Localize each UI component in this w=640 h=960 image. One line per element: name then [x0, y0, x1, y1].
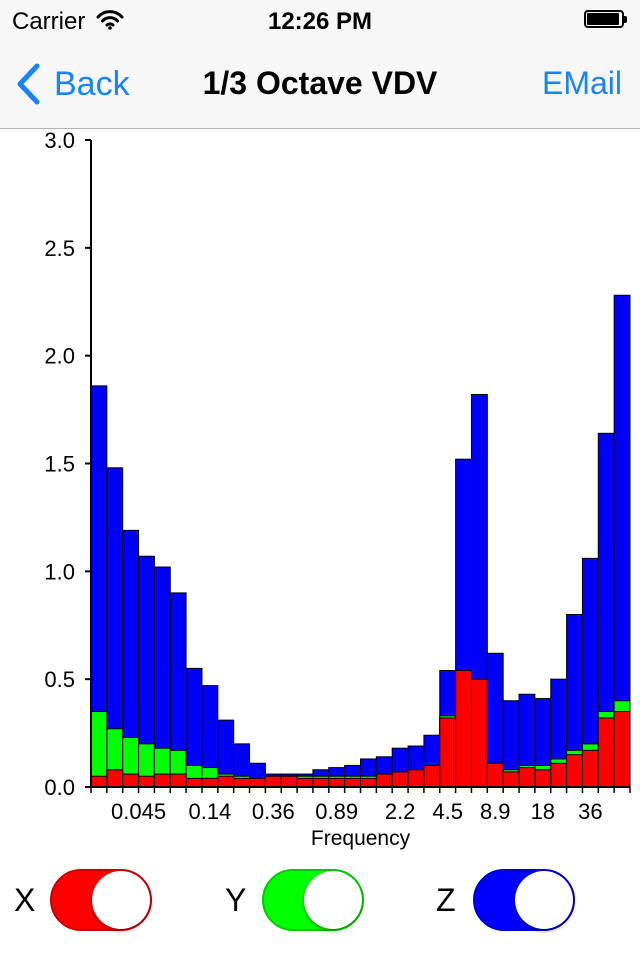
y-tick-label: 3.0 — [44, 128, 75, 153]
bar-x — [153, 773, 171, 788]
toggle-z-label: Z — [436, 882, 456, 918]
x-tick-label: 8.9 — [480, 799, 511, 824]
back-label: Back — [54, 64, 130, 103]
bar-x — [407, 769, 425, 788]
carrier-label: Carrier — [12, 8, 86, 35]
x-tick-label: 18 — [531, 799, 555, 824]
bar-x — [90, 775, 108, 788]
y-tick-label: 2.0 — [44, 344, 75, 369]
x-tick-label: 4.5 — [432, 799, 463, 824]
x-axis-title: Frequency — [311, 827, 411, 850]
bar-x — [597, 717, 615, 788]
bar-x — [581, 749, 599, 788]
y-tick-label: 0.5 — [44, 667, 75, 692]
bar-x — [502, 771, 520, 788]
bar-y — [90, 711, 108, 788]
bar-x — [249, 777, 266, 788]
toggle-x-label: X — [14, 882, 36, 918]
bar-x — [439, 717, 457, 788]
x-tick-label: 0.045 — [111, 799, 166, 824]
bar-x — [375, 773, 393, 788]
bar-x — [312, 777, 330, 788]
bar-x — [264, 775, 282, 788]
navigation-bar: Back 1/3 Octave VDV EMail — [0, 40, 640, 129]
bar-x — [360, 777, 377, 788]
bar-x — [280, 775, 298, 788]
bar-x — [566, 754, 583, 788]
bar-x — [122, 773, 140, 788]
bar-x — [328, 777, 346, 788]
x-tick-label: 2.2 — [385, 799, 416, 824]
x-tick-label: 0.36 — [252, 799, 295, 824]
back-button[interactable]: Back — [16, 62, 130, 106]
wifi-icon — [96, 10, 124, 35]
toggle-z-switch[interactable] — [473, 869, 575, 931]
bar-x — [455, 670, 472, 788]
x-tick-label: 0.14 — [188, 799, 231, 824]
y-tick-label: 0.0 — [44, 775, 75, 800]
bar-x — [296, 777, 314, 788]
bar-x — [486, 762, 504, 788]
status-bar: Carrier 12:26 PM — [0, 0, 640, 40]
bar-x — [391, 771, 409, 788]
y-tick-label: 2.5 — [44, 236, 75, 261]
bar-x — [185, 777, 203, 788]
y-tick-label: 1.0 — [44, 559, 75, 584]
toggle-y-switch[interactable] — [262, 869, 364, 931]
bar-x — [613, 711, 631, 788]
bar-x — [201, 777, 219, 788]
x-tick-label: 36 — [578, 799, 602, 824]
bar-x — [169, 773, 187, 788]
vdv-octave-chart: 0.0 0.5 1.0 1.5 2.0 2.5 3.0 0.045 0.14 0.36 0.89 2.… — [44, 128, 631, 850]
bar-x — [550, 762, 568, 788]
bar-x — [344, 777, 361, 788]
page-title: 1/3 Octave VDV — [202, 65, 438, 101]
chevron-left-icon — [17, 63, 40, 105]
bar-x — [106, 769, 124, 788]
toggle-y-label: Y — [225, 882, 247, 918]
email-button[interactable]: EMail — [541, 65, 622, 101]
bar-x — [138, 775, 155, 788]
bar-x — [534, 769, 552, 788]
status-time: 12:26 PM — [267, 8, 373, 35]
bar-x — [233, 777, 251, 788]
bar-x — [518, 767, 536, 788]
bar-x — [217, 775, 235, 788]
y-tick-label: 1.5 — [44, 452, 75, 477]
bar-x — [423, 764, 441, 788]
x-tick-label: 0.89 — [315, 799, 358, 824]
toggle-x-switch[interactable] — [50, 869, 152, 931]
battery-icon — [584, 10, 628, 30]
axis-toggles: X Y Z — [0, 866, 640, 936]
bar-x — [470, 678, 488, 788]
